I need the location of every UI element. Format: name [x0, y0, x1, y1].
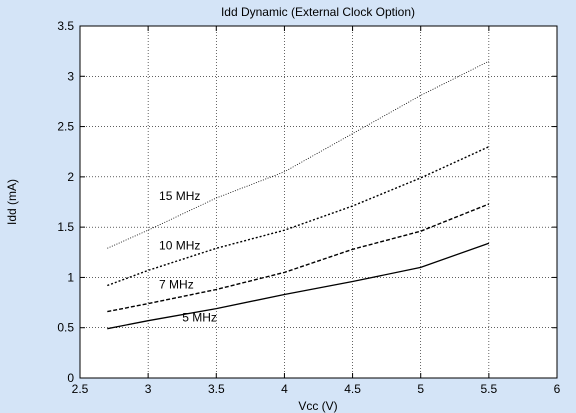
series-label-layer: 15 MHz 10 MHz 7 MHz 5 MHz [159, 189, 217, 325]
y-tick-label: 1.5 [57, 220, 74, 234]
y-tick-label: 0 [67, 371, 74, 385]
x-tick-label: 6 [554, 382, 561, 396]
plot-frame [79, 25, 558, 379]
series-label-5mhz: 5 MHz [182, 311, 217, 325]
series-label-10mhz: 10 MHz [159, 238, 200, 252]
y-tick-label: 2.5 [57, 120, 74, 134]
x-tick-label: 4 [281, 382, 288, 396]
axis-layer: 2.5 3 3.5 4 4.5 5 5.5 6 0 0.5 1 1.5 2 2.5 3 3.5 [57, 19, 560, 396]
series-line-7mhz [107, 203, 490, 313]
series-line-5mhz [107, 242, 490, 330]
series-label-15mhz: 15 MHz [159, 189, 200, 203]
series-label-7mhz: 7 MHz [159, 277, 194, 291]
x-tick-label: 4.5 [344, 382, 361, 396]
series-line-15mhz [107, 60, 490, 249]
y-tick-label: 1 [67, 270, 74, 284]
y-tick-label: 0.5 [57, 321, 74, 335]
x-tick-label: 5 [417, 382, 424, 396]
chart-title: Idd Dynamic (External Clock Option) [221, 5, 415, 19]
x-tick-label: 5.5 [481, 382, 498, 396]
x-tick-label: 2.5 [72, 382, 89, 396]
series-layer [107, 60, 490, 330]
grid-layer [80, 26, 557, 378]
y-tick-label: 3.5 [57, 19, 74, 33]
plot-area [80, 26, 557, 378]
y-axis-label: Idd (mA) [5, 179, 19, 225]
y-tick-label: 2 [67, 170, 74, 184]
x-tick-label: 3.5 [208, 382, 225, 396]
y-tick-label: 3 [67, 69, 74, 83]
x-axis-label: Vcc (V) [298, 399, 337, 413]
series-line-10mhz [107, 146, 490, 287]
x-tick-label: 3 [145, 382, 152, 396]
